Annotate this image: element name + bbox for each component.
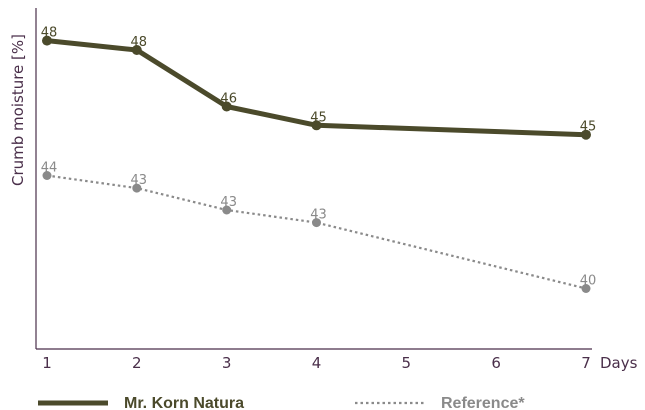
data-label: 43 [131,173,148,188]
x-axis-title: Days [600,354,638,372]
data-point [42,35,52,46]
x-tick-label: 7 [581,354,591,372]
legend-label: Mr. Korn Natura [124,395,244,410]
data-label: 44 [41,161,58,176]
data-point [42,171,52,180]
y-axis-title: Crumb moisture [%] [9,34,27,186]
data-label: 40 [580,274,597,289]
x-tick-label: 3 [222,354,232,372]
data-label: 48 [41,26,58,41]
data-point [312,218,321,228]
data-point [131,45,142,55]
legend-label: Reference* [441,395,525,410]
data-label: 45 [580,120,597,135]
data-point [132,183,142,193]
series-group: 48 48 46 45 45 44 43 43 43 40 [41,26,597,293]
data-label: 45 [310,110,327,125]
legend: Mr. Korn Natura Reference* [38,395,525,410]
x-tick-label: 4 [312,354,322,372]
data-point [581,284,591,293]
data-point [221,101,232,112]
x-tick-label: 1 [42,354,52,372]
x-tick-label: 2 [132,354,142,372]
data-label: 43 [220,195,237,210]
data-label: 46 [220,92,237,107]
data-label: 48 [131,35,148,50]
x-tick-labels: 1 2 3 4 5 6 7 [42,354,591,372]
x-tick-label: 5 [402,354,412,372]
data-label: 43 [310,208,327,223]
data-point [222,205,232,215]
data-point [581,129,591,140]
data-point [311,120,322,131]
series-line-2 [46,174,587,290]
x-tick-label: 6 [491,354,501,372]
